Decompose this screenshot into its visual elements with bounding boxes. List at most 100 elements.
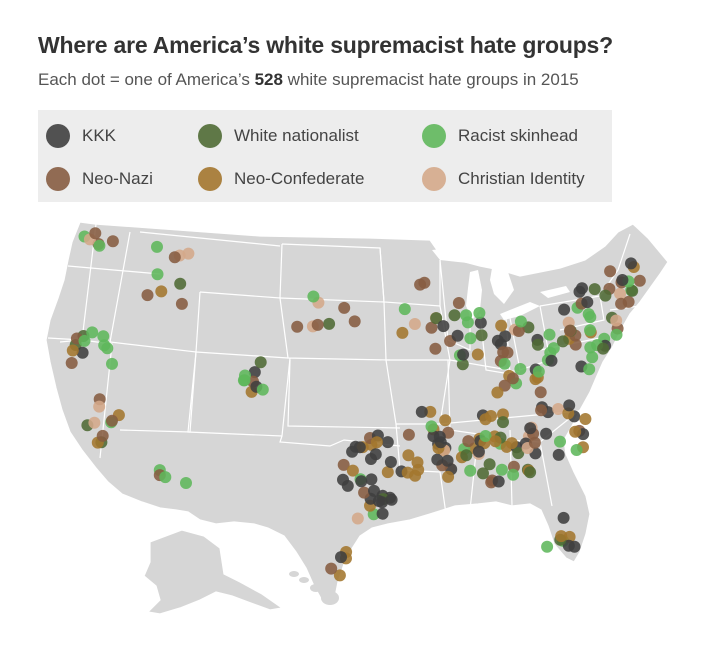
hate-group-dot [543, 328, 556, 341]
hate-group-dot [431, 453, 444, 466]
hate-group-dot [633, 274, 646, 287]
legend-item-neo-confederate: Neo-Confederate [198, 167, 364, 191]
hate-group-dot [106, 414, 118, 427]
hate-group-dot [495, 463, 508, 476]
legend-item-christian-identity: Christian Identity [422, 167, 585, 191]
legend-label-kkk: KKK [82, 126, 117, 145]
hate-group-dot [499, 330, 512, 343]
hate-group-dot [534, 386, 547, 399]
hate-group-dot [385, 493, 398, 506]
hate-group-dot [174, 277, 187, 290]
hate-group-dot [497, 416, 509, 429]
hate-group-dot [451, 329, 464, 342]
hate-group-dot [569, 425, 582, 438]
hate-group-dot [96, 429, 109, 442]
hate-group-dot [497, 346, 510, 359]
hate-group-dot [365, 473, 378, 486]
hate-group-dot [616, 274, 629, 286]
hate-group-dot [402, 428, 415, 441]
hate-group-dot [614, 287, 627, 300]
hate-group-dot [610, 328, 623, 341]
hate-group-dot [348, 315, 361, 328]
hate-group-dot [333, 569, 346, 582]
hate-group-dot [583, 363, 596, 376]
lake-huron [490, 268, 514, 304]
hate-group-dot [552, 448, 565, 461]
legend-item-kkk: KKK [46, 124, 116, 148]
hate-group-dot [597, 342, 610, 355]
hate-group-dot [437, 320, 450, 333]
hate-group-dot [479, 430, 492, 442]
hate-group-dot [512, 325, 525, 337]
hate-group-dot [439, 414, 452, 427]
legend-item-racist-skinhead: Racist skinhead [422, 124, 578, 148]
hate-group-dot [441, 454, 454, 467]
hate-group-dot [106, 235, 119, 248]
hate-group-dot [86, 326, 99, 339]
hate-group-dot [155, 285, 168, 298]
hate-group-dot [556, 335, 569, 348]
hate-group-dot [483, 458, 496, 471]
legend-swatch-racist-skinhead [422, 124, 446, 148]
hate-group-dot [168, 251, 181, 264]
hate-group-dot [239, 369, 251, 382]
hate-group-dot [338, 301, 351, 314]
hate-group-dot [507, 468, 520, 481]
hate-group-dot [568, 540, 581, 553]
hate-group-dot [323, 317, 336, 330]
hate-group-dot [248, 366, 261, 379]
lake-ontario [540, 286, 570, 298]
hate-group-dot [307, 290, 320, 303]
hate-group-dot [425, 321, 438, 334]
lake-erie [500, 302, 540, 320]
hate-group-dot [452, 297, 465, 309]
hate-group-dots [65, 227, 646, 582]
hate-group-dot [514, 363, 527, 375]
hate-group-dot [489, 435, 502, 448]
hate-group-dot [492, 475, 505, 488]
hate-group-dot [541, 540, 554, 553]
hate-group-dot [415, 405, 428, 418]
hate-group-dot [335, 551, 347, 564]
hate-group-dot [599, 289, 612, 302]
legend-label-white-nationalist: White nationalist [234, 126, 359, 145]
hate-group-dot [581, 296, 594, 309]
hate-group-dot [291, 320, 304, 333]
hate-group-dot [564, 324, 576, 337]
hate-group-dot [159, 471, 172, 484]
hate-group-dot [381, 436, 394, 449]
hate-group-dot [78, 334, 91, 347]
hate-group-dot [346, 464, 359, 477]
hate-group-dot [311, 318, 324, 331]
subtitle-text-end: white supremacist hate groups in 2015 [282, 70, 579, 89]
hate-group-dot [524, 466, 537, 479]
hate-group-dot [576, 282, 588, 295]
hate-group-dot [408, 318, 421, 330]
legend-swatch-neo-nazi [46, 167, 70, 191]
hate-group-dot [88, 416, 101, 429]
legend-label-racist-skinhead: Racist skinhead [458, 126, 579, 145]
hate-group-dot [584, 311, 597, 324]
legend-swatch-neo-confederate [198, 167, 222, 191]
hate-group-dot [545, 354, 558, 367]
hate-group-dot [151, 240, 163, 253]
hate-group-dot [381, 466, 394, 479]
hate-group-dot [396, 326, 409, 339]
hate-group-dot [372, 495, 385, 507]
hate-group-dot [586, 351, 599, 364]
hate-group-dot [442, 470, 455, 483]
hawaii-land [289, 571, 339, 605]
hate-group-dot [563, 399, 576, 412]
hate-group-dot [337, 473, 349, 486]
hate-group-dot [365, 453, 377, 465]
legend-label-neo-confederate: Neo-Confederate [234, 169, 365, 188]
hate-group-dot [93, 400, 106, 413]
hate-group-dot [584, 324, 596, 337]
hate-group-dot [532, 365, 545, 378]
hate-group-dot [506, 372, 519, 385]
hate-group-dot [430, 312, 443, 325]
legend-item-neo-nazi: Neo-Nazi [46, 167, 153, 191]
hate-group-dot [254, 356, 267, 369]
hate-group-dot [579, 413, 592, 425]
hate-group-dot [604, 265, 617, 278]
